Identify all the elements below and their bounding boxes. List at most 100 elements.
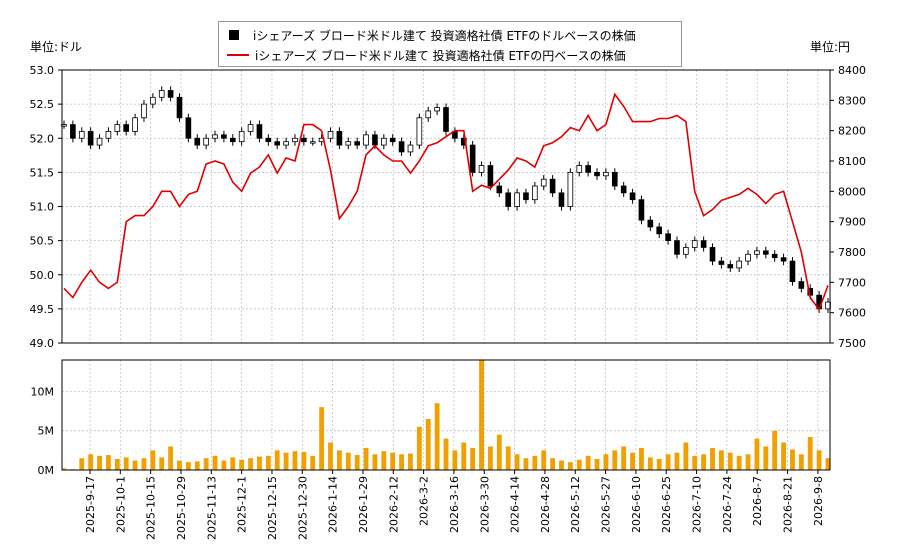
volume-bar xyxy=(541,450,547,470)
x-tick-label: 2026-8-21 xyxy=(782,476,795,533)
candle-body xyxy=(727,264,734,269)
volume-bar xyxy=(585,455,591,470)
candle-body xyxy=(443,107,449,132)
candle-body xyxy=(229,137,236,143)
candle-body xyxy=(540,178,547,187)
volume-bar xyxy=(692,455,698,470)
x-tick-label: 2026-6-25 xyxy=(660,476,673,533)
volume-bar xyxy=(443,438,449,470)
candle-body xyxy=(620,185,627,194)
line-swatch-icon xyxy=(227,54,249,56)
candle-body xyxy=(389,137,396,143)
y-left-tick-label: 51.5 xyxy=(30,166,55,179)
volume-bar xyxy=(470,448,476,470)
candle-body xyxy=(372,134,378,146)
x-tick-label: 2025-10-15 xyxy=(145,476,158,540)
volume-bar xyxy=(141,458,147,470)
candle-body xyxy=(629,192,636,201)
volume-bar xyxy=(168,446,174,470)
candle-body xyxy=(78,131,85,139)
volume-bar xyxy=(665,454,671,470)
volume-tick-label: 0M xyxy=(38,464,55,477)
volume-bar xyxy=(319,407,325,470)
volume-bar xyxy=(754,438,760,470)
volume-bar xyxy=(603,454,609,470)
x-tick-label: 2026-7-10 xyxy=(691,476,704,533)
candle-body xyxy=(683,247,689,255)
candle-body xyxy=(185,117,192,139)
candle-body xyxy=(327,131,334,139)
volume-bar xyxy=(416,426,422,470)
candle-body xyxy=(256,124,263,139)
candle-body xyxy=(283,141,289,146)
candle-body xyxy=(700,240,707,248)
volume-bar xyxy=(674,452,680,470)
candle-body xyxy=(203,137,209,146)
candle-body xyxy=(514,192,520,207)
volume-bar xyxy=(514,454,520,470)
volume-bar xyxy=(701,454,707,470)
x-tick-label: 2025-12-15 xyxy=(266,476,279,540)
right-axis-unit: 単位:円 xyxy=(810,40,851,54)
volume-bar xyxy=(523,458,529,470)
x-tick-label: 2026-5-12 xyxy=(569,476,582,533)
candle-body xyxy=(762,250,769,255)
volume-bar xyxy=(559,460,564,470)
volume-bar xyxy=(248,458,253,470)
legend-label-usd: iシェアーズ ブロード米ドル建て 投資適格社債 ETFのドルベースの株価 xyxy=(253,28,636,43)
volume-bar xyxy=(550,458,556,470)
volume-bar xyxy=(683,442,689,470)
x-tick-label: 2026-5-27 xyxy=(600,476,613,533)
volume-bar xyxy=(798,454,804,470)
volume-bar xyxy=(647,457,653,470)
candle-body xyxy=(505,192,512,207)
y-left-tick-label: 52.0 xyxy=(30,132,55,145)
volume-bar xyxy=(177,460,182,470)
volume-bar xyxy=(736,455,742,470)
volume-bar xyxy=(274,450,280,470)
candle-body xyxy=(532,185,538,201)
x-tick-label: 2025-9-17 xyxy=(84,476,97,533)
y-left-tick-label: 52.5 xyxy=(30,98,55,111)
candle-body xyxy=(478,165,485,173)
chart-legend: iシェアーズ ブロード米ドル建て 投資適格社債 ETFのドルベースの株価 iシェ… xyxy=(218,21,682,67)
volume-bar xyxy=(630,452,635,470)
candle-body xyxy=(238,131,245,143)
candle-body xyxy=(398,141,405,153)
x-tick-label: 2025-10-1 xyxy=(114,476,127,533)
candle-body xyxy=(789,260,796,282)
volume-bar xyxy=(576,459,582,470)
volume-bar xyxy=(505,446,511,470)
volume-bar xyxy=(639,448,644,470)
x-tick-label: 2026-3-2 xyxy=(418,476,431,526)
y-left-tick-label: 50.5 xyxy=(30,235,55,248)
volume-bar xyxy=(88,454,94,470)
candle-body xyxy=(194,137,201,146)
candle-body xyxy=(345,141,352,146)
candle-body xyxy=(496,185,503,194)
volume-bar xyxy=(159,457,165,470)
x-tick-label: 2025-11-13 xyxy=(205,476,218,540)
volume-bar xyxy=(790,449,795,470)
candle-body xyxy=(585,165,591,173)
volume-bar xyxy=(239,459,245,470)
volume-bar xyxy=(781,442,786,470)
volume-bar xyxy=(221,460,227,470)
candle-body xyxy=(567,171,574,207)
volume-bar xyxy=(408,453,413,470)
y-right-tick-label: 8200 xyxy=(838,125,866,138)
candle-body xyxy=(114,124,121,132)
volume-bar xyxy=(718,450,724,470)
volume-bar xyxy=(488,446,493,470)
candle-body xyxy=(771,253,778,259)
volume-tick-label: 5M xyxy=(38,425,55,438)
volume-bar xyxy=(656,459,662,470)
candle-body xyxy=(221,134,227,139)
volume-bar xyxy=(434,403,440,470)
candle-swatch-icon xyxy=(229,30,239,40)
jpy-series xyxy=(63,92,829,312)
volume-bar xyxy=(292,451,298,470)
volume-bar xyxy=(763,446,769,470)
candle-body xyxy=(736,260,742,269)
